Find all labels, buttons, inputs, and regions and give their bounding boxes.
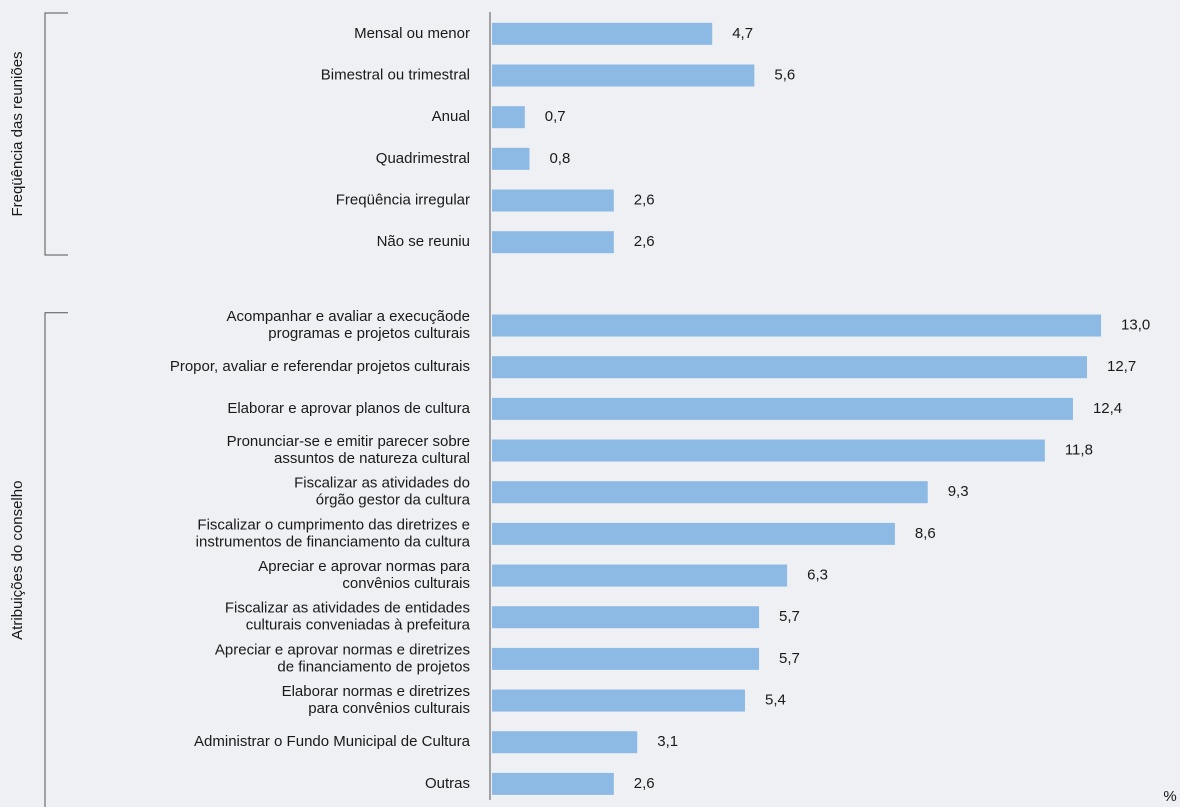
value-label: 9,3 <box>948 483 969 500</box>
bar <box>492 647 760 670</box>
bar <box>492 231 614 254</box>
category-label: Fiscalizar as atividades do órgão gestor … <box>294 475 471 509</box>
category-label: Freqüência irregular <box>336 191 470 208</box>
value-label: 0,7 <box>545 108 566 125</box>
value-label: 13,0 <box>1121 316 1150 333</box>
bar <box>492 397 1073 420</box>
category-label: Acompanhar e avaliar a execuçãode program… <box>227 308 471 342</box>
category-label: Elaborar normas e diretrizes para convêni… <box>282 683 470 717</box>
value-label: 12,4 <box>1093 400 1122 417</box>
category-label: Administrar o Fundo Municipal de Cultura <box>194 733 471 750</box>
value-label: 4,7 <box>732 25 753 42</box>
bar <box>492 147 530 170</box>
group-bracket <box>44 312 68 807</box>
group-bracket <box>44 12 68 256</box>
value-label: 8,6 <box>915 525 936 542</box>
category-label: Bimestral ou trimestral <box>321 66 470 83</box>
bar <box>492 189 614 212</box>
x-axis-label: % <box>1163 788 1176 805</box>
category-label: Outras <box>425 775 470 792</box>
value-label: 11,8 <box>1065 442 1093 459</box>
value-label: 6,3 <box>807 567 828 584</box>
category-label: Não se reuniu <box>377 233 470 250</box>
category-label: Propor, avaliar e referendar projetos cu… <box>170 358 470 375</box>
value-label: 5,7 <box>779 650 800 667</box>
value-label: 0,8 <box>549 150 570 167</box>
value-label: 2,6 <box>634 191 655 208</box>
bar <box>492 772 614 795</box>
bar <box>492 606 760 629</box>
category-label: Quadrimestral <box>376 150 470 167</box>
category-label: Apreciar e aprovar normas para convênios … <box>258 558 470 592</box>
bar <box>492 689 745 712</box>
bar <box>492 731 638 754</box>
value-label: 2,6 <box>634 775 655 792</box>
category-label: Apreciar e aprovar normas e diretrizes de… <box>215 641 470 675</box>
value-label: 5,6 <box>774 66 795 83</box>
bar <box>492 64 755 87</box>
category-label: Fiscalizar o cumprimento das diretrizes … <box>196 516 471 550</box>
category-label: Anual <box>432 108 470 125</box>
value-label: 5,4 <box>765 692 786 709</box>
category-label: Fiscalizar as atividades de entidades cul… <box>225 600 471 634</box>
value-label: 3,1 <box>657 733 678 750</box>
group-label: Atribuições do conselho <box>9 481 26 640</box>
category-label: Elaborar e aprovar planos de cultura <box>227 400 470 417</box>
bar <box>492 356 1087 379</box>
bar <box>492 439 1045 462</box>
value-label: 2,6 <box>634 233 655 250</box>
bar <box>492 564 788 587</box>
bar <box>492 314 1102 337</box>
bar <box>492 522 895 545</box>
value-label: 5,7 <box>779 608 800 625</box>
bar <box>492 22 713 45</box>
value-label: 12,7 <box>1107 358 1136 375</box>
category-label: Mensal ou menor <box>354 25 470 42</box>
group-label: Freqüência das reuniões <box>9 51 26 216</box>
category-label: Pronunciar-se e emitir parecer sobre assu… <box>227 433 470 467</box>
bar <box>492 106 525 129</box>
bar <box>492 481 928 504</box>
